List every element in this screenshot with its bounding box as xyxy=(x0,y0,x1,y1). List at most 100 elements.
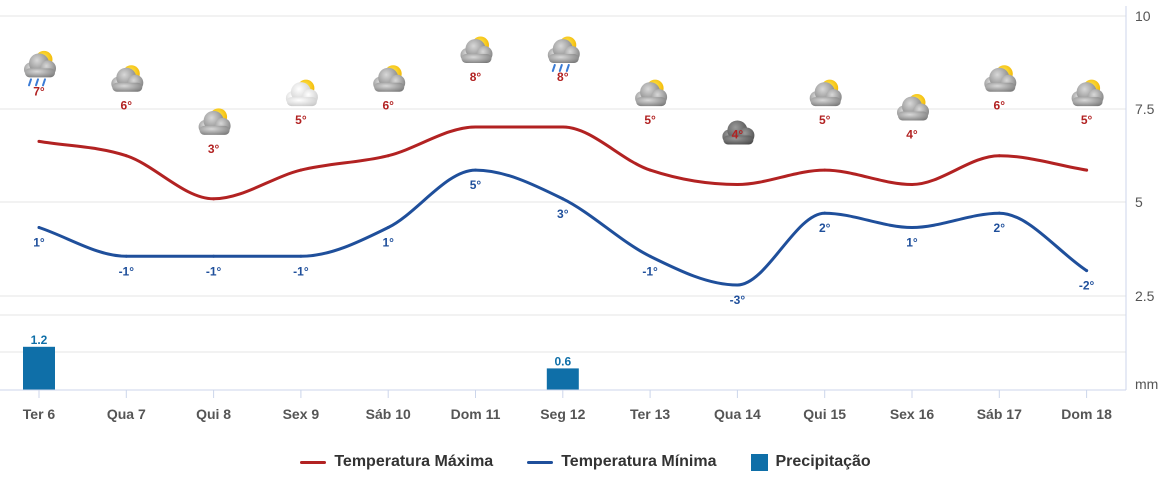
cloud-icon xyxy=(198,108,231,135)
max-temperature-data-label: 4° xyxy=(906,127,918,141)
max-temperature-point xyxy=(910,182,914,186)
max-temperature-data-label: 3° xyxy=(208,142,220,156)
cloud-base xyxy=(636,97,667,107)
cloud-icon xyxy=(111,65,144,92)
cloud-base xyxy=(985,82,1016,92)
min-temperature-point xyxy=(561,197,565,201)
y-tick-label: 5 xyxy=(1135,194,1143,210)
cloud-base xyxy=(286,97,317,107)
max-temperature-data-label: 5° xyxy=(295,113,307,127)
precipitation-data-label: 1.2 xyxy=(31,333,48,347)
cloud-icon xyxy=(1071,79,1104,107)
min-temperature-data-label: 5° xyxy=(470,178,482,192)
grid-lines: 10 7.5 5 2.5 mm xyxy=(0,6,1158,392)
x-tick-label: Dom 18 xyxy=(1061,406,1112,422)
max-temperature-data-label: 5° xyxy=(1081,113,1093,127)
unit-label: mm xyxy=(1135,376,1158,392)
cloud-icon xyxy=(897,93,929,121)
x-tick-label: Sáb 17 xyxy=(977,406,1022,422)
cloud-base xyxy=(810,97,841,107)
cloud-icon xyxy=(373,65,406,92)
min-temperature-data-label: -2° xyxy=(1079,279,1095,293)
cloud-base xyxy=(548,54,579,63)
legend: Temperatura Máxima Temperatura Mínima Pr… xyxy=(0,447,1171,477)
cloud-icon xyxy=(635,79,668,107)
legend-item-max-temp[interactable]: Temperatura Máxima xyxy=(300,453,493,471)
max-temperature-point xyxy=(124,154,128,158)
raindrop xyxy=(28,78,32,87)
min-temperature-point xyxy=(299,254,303,258)
y-tick-label: 7.5 xyxy=(1135,101,1155,117)
min-temperature-series: 1° -1° -1° -1° 1° 5° 3° -1° -3° 2° 1° 2° -2° xyxy=(33,168,1095,307)
max-temperature-point xyxy=(648,168,652,172)
x-tick-label: Ter 13 xyxy=(630,406,670,422)
legend-item-precipitation[interactable]: Precipitação xyxy=(750,453,871,471)
raindrop xyxy=(42,78,46,87)
legend-label-min-temp: Temperatura Mínima xyxy=(561,453,717,470)
min-temperature-data-label: -1° xyxy=(642,264,658,278)
max-temperature-data-label: 6° xyxy=(382,99,394,113)
min-temperature-point xyxy=(386,226,390,230)
cloud-base xyxy=(25,68,55,78)
raindrop xyxy=(565,64,570,72)
min-temperature-data-label: 1° xyxy=(33,236,45,250)
min-temperature-point xyxy=(212,254,216,258)
min-temperature-point xyxy=(910,226,914,230)
precipitation-bar xyxy=(23,346,55,390)
min-temperature-data-label: -3° xyxy=(730,293,746,307)
x-tick-label: Qua 14 xyxy=(714,406,761,422)
legend-item-min-temp[interactable]: Temperatura Mínima xyxy=(527,453,717,471)
min-temperature-data-label: -1° xyxy=(119,264,135,278)
min-temperature-data-label: 1° xyxy=(382,236,394,250)
cloud-base xyxy=(112,82,143,92)
precipitation-data-label: 0.6 xyxy=(554,354,571,368)
max-temperature-data-label: 6° xyxy=(994,99,1006,113)
sun-cloud-rain-icon xyxy=(24,50,56,87)
x-tick-label: Ter 6 xyxy=(23,406,56,422)
max-temperature-data-label: 8° xyxy=(557,70,569,84)
cloud-rain-icon xyxy=(547,36,580,72)
y-tick-label: 10 xyxy=(1135,8,1151,24)
max-temperature-point xyxy=(212,197,216,201)
raindrop xyxy=(558,64,563,72)
min-temperature-data-label: -1° xyxy=(293,264,309,278)
legend-label-precipitation: Precipitação xyxy=(775,453,871,470)
max-temperature-data-label: 7° xyxy=(33,84,45,98)
max-temperature-point xyxy=(561,125,565,129)
y-tick-label: 2.5 xyxy=(1135,288,1155,304)
max-temperature-data-label: 5° xyxy=(819,113,831,127)
x-tick-label: Seg 12 xyxy=(540,406,585,422)
min-temperature-data-label: 2° xyxy=(819,221,831,235)
cloud-base xyxy=(723,135,754,145)
min-temperature-data-label: 2° xyxy=(994,221,1006,235)
x-tick-label: Qui 15 xyxy=(803,406,846,422)
max-temperature-data-label: 4° xyxy=(732,127,744,141)
max-temperature-point xyxy=(37,139,41,143)
cloud-base xyxy=(461,54,492,63)
legend-line-max-temp xyxy=(300,460,327,464)
weather-icons: 7° 6° 3° 5° 6° 8° 8° 5° 4° 5° 4° 6° 5° xyxy=(24,36,1104,156)
x-tick-label: Qua 7 xyxy=(107,406,146,422)
max-temperature-point xyxy=(386,154,390,158)
cloud-base xyxy=(898,111,928,121)
raindrop xyxy=(551,64,556,72)
cloud-icon xyxy=(809,79,842,107)
min-temperature-point xyxy=(474,168,477,172)
max-temperature-data-label: 8° xyxy=(470,70,482,84)
min-temperature-point xyxy=(823,211,827,215)
sun-cloud-icon xyxy=(285,79,318,107)
legend-line-min-temp xyxy=(527,460,554,464)
min-temperature-data-label: 3° xyxy=(557,207,569,221)
max-temperature-line xyxy=(37,125,1089,201)
min-temperature-point xyxy=(1085,269,1089,273)
min-temperature-data-label: -1° xyxy=(206,264,222,278)
min-temperature-point xyxy=(735,283,739,287)
cloud-base xyxy=(1072,97,1103,107)
cloud-base xyxy=(374,82,405,92)
x-tick-label: Dom 11 xyxy=(451,406,501,422)
min-temperature-point xyxy=(997,211,1001,215)
raindrop xyxy=(35,78,39,87)
legend-square-precipitation xyxy=(750,453,768,471)
max-temperature-point xyxy=(1085,168,1089,172)
min-temperature-data-label: 1° xyxy=(906,236,918,250)
